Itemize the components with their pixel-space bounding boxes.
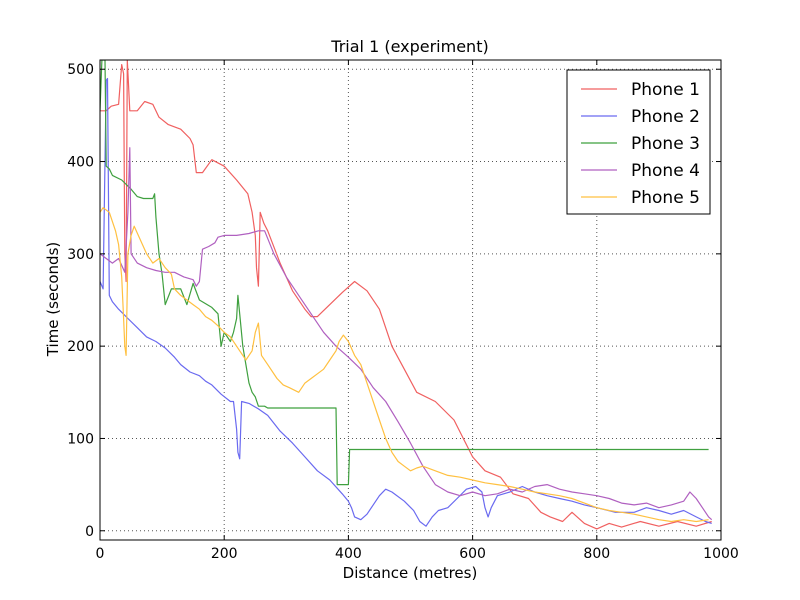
x-tick-label: 800 — [583, 546, 610, 562]
legend-label: Phone 3 — [631, 134, 700, 154]
series-line-phone-5 — [100, 207, 709, 523]
y-tick-label: 300 — [67, 247, 94, 263]
x-tick-label: 600 — [459, 546, 486, 562]
x-tick-label: 0 — [96, 546, 105, 562]
legend-label: Phone 1 — [631, 80, 700, 100]
legend: Phone 1 Phone 2 Phone 3 Phone 4 Phone 5 — [566, 69, 711, 215]
legend-label: Phone 4 — [631, 161, 700, 181]
x-tick-label: 200 — [211, 546, 238, 562]
y-tick-label: 0 — [85, 524, 94, 540]
legend-label: Phone 5 — [631, 188, 700, 208]
y-axis-label: Time (seconds) — [44, 242, 62, 358]
y-tick-label: 400 — [67, 155, 94, 171]
legend-box — [566, 69, 711, 215]
plot-frame — [99, 59, 722, 541]
y-tick-label: 500 — [67, 62, 94, 78]
legend-label: Phone 2 — [631, 107, 700, 127]
x-axis-label: Distance (metres) — [343, 564, 478, 582]
axis-ticks: 0 200 400 600 800 1000 0 100 200 300 400 500 — [67, 60, 739, 562]
series-line-phone-3 — [100, 60, 709, 486]
chart-title: Trial 1 (experiment) — [330, 37, 488, 56]
x-tick-label: 400 — [335, 546, 362, 562]
x-tick-label: 1000 — [703, 546, 739, 562]
plot-series — [100, 60, 713, 530]
y-tick-label: 100 — [67, 431, 94, 447]
y-tick-label: 200 — [67, 339, 94, 355]
series-line-phone-4 — [100, 147, 713, 521]
series-line-phone-2 — [100, 77, 712, 527]
